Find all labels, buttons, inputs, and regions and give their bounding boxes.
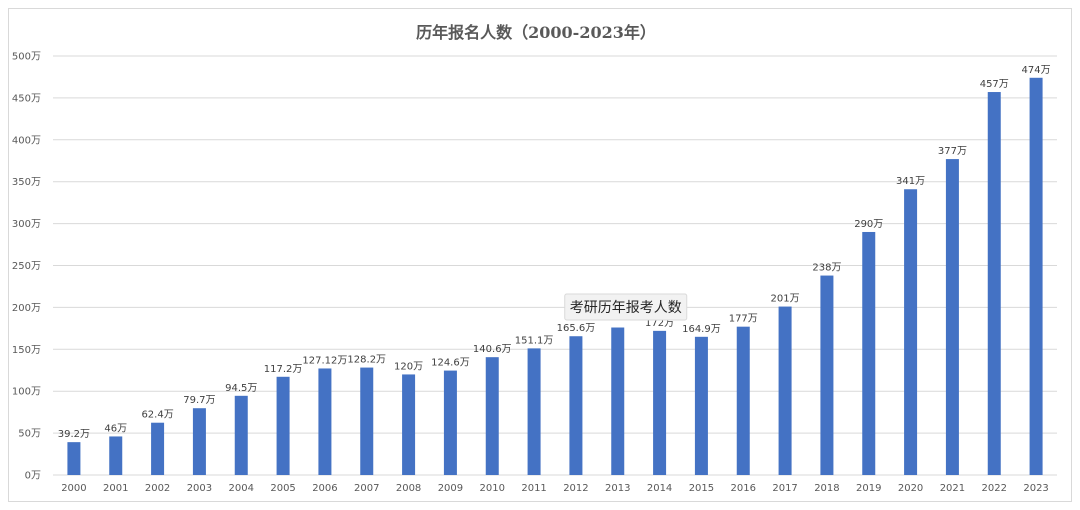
data-label: 164.9万 xyxy=(682,324,721,335)
x-tick-label: 2012 xyxy=(563,483,588,494)
data-label: 177万 xyxy=(729,314,758,325)
y-tick-label: 0万 xyxy=(25,471,41,482)
bar xyxy=(1029,77,1043,476)
bar xyxy=(318,368,332,475)
y-tick-label: 200万 xyxy=(12,303,41,314)
bar xyxy=(778,306,792,475)
x-tick-label: 2001 xyxy=(103,483,128,494)
x-tick-label: 2022 xyxy=(982,483,1007,494)
data-label: 151.1万 xyxy=(515,335,554,346)
y-tick-label: 50万 xyxy=(18,429,41,440)
tooltip-text: 考研历年报考人数 xyxy=(570,300,682,316)
data-label: 128.2万 xyxy=(347,355,386,366)
bar xyxy=(904,189,918,475)
bar xyxy=(820,275,834,475)
x-tick-label: 2009 xyxy=(438,483,463,494)
data-label: 172万 xyxy=(645,318,674,329)
bar xyxy=(192,408,206,475)
gridlines xyxy=(53,55,1057,476)
bar xyxy=(945,159,959,475)
x-tick-label: 2023 xyxy=(1023,483,1048,494)
x-tick-label: 2013 xyxy=(605,483,630,494)
x-tick-label: 2002 xyxy=(145,483,170,494)
x-tick-label: 2018 xyxy=(814,483,839,494)
x-tick-label: 2017 xyxy=(772,483,797,494)
data-label: 39.2万 xyxy=(58,429,90,440)
x-tick-label: 2016 xyxy=(731,483,756,494)
data-label: 201万 xyxy=(771,294,800,305)
chart-frame: 历年报名人数（2000-2023年） 0万 50万 100万 150万 200万 250万… xyxy=(8,8,1072,502)
bar xyxy=(653,330,667,475)
bar xyxy=(276,376,290,475)
x-tick-label: 2000 xyxy=(61,483,86,494)
y-tick-label: 350万 xyxy=(12,177,41,188)
y-axis-tick-labels: 0万 50万 100万 150万 200万 250万 300万 350万 400万 450万 500… xyxy=(12,52,41,482)
bar xyxy=(151,422,165,475)
bar xyxy=(527,348,541,475)
data-label: 127.12万 xyxy=(302,355,347,366)
bar xyxy=(485,357,499,475)
data-label: 474万 xyxy=(1022,65,1051,76)
x-tick-label: 2015 xyxy=(689,483,714,494)
data-label: 165.6万 xyxy=(557,323,596,334)
bar xyxy=(360,367,374,475)
y-tick-label: 250万 xyxy=(12,261,41,272)
x-tick-label: 2008 xyxy=(396,483,421,494)
bar xyxy=(611,327,625,475)
x-tick-label: 2021 xyxy=(940,483,965,494)
y-tick-label: 100万 xyxy=(12,387,41,398)
bar xyxy=(443,370,457,475)
x-tick-label: 2005 xyxy=(270,483,295,494)
bar xyxy=(736,326,750,475)
bar xyxy=(862,231,876,475)
tooltip-box xyxy=(564,293,688,321)
x-tick-label: 2006 xyxy=(312,483,337,494)
y-tick-label: 450万 xyxy=(12,93,41,104)
data-label: 62.4万 xyxy=(141,410,173,421)
bar xyxy=(987,92,1001,475)
y-tick-label: 300万 xyxy=(12,219,41,230)
data-label: 341万 xyxy=(896,176,925,187)
bar xyxy=(67,442,81,475)
bar xyxy=(694,336,708,475)
y-tick-label: 150万 xyxy=(12,345,41,356)
chart-title: 历年报名人数（2000-2023年） xyxy=(416,23,656,42)
bar xyxy=(402,374,416,475)
data-label: 46万 xyxy=(104,423,127,434)
y-tick-label: 500万 xyxy=(12,52,41,63)
data-label: 457万 xyxy=(980,79,1009,90)
bar xyxy=(234,395,248,475)
x-tick-label: 2019 xyxy=(856,483,881,494)
bars xyxy=(67,77,1043,476)
data-label: 79.7万 xyxy=(183,395,215,406)
data-label: 140.6万 xyxy=(473,344,512,355)
x-tick-label: 2010 xyxy=(480,483,505,494)
x-tick-label: 2011 xyxy=(521,483,546,494)
data-label: 124.6万 xyxy=(431,358,470,369)
data-label: 290万 xyxy=(854,219,883,230)
bar-chart: 历年报名人数（2000-2023年） 0万 50万 100万 150万 200万 250万… xyxy=(12,23,1057,494)
x-tick-label: 2014 xyxy=(647,483,672,494)
bar xyxy=(569,336,583,475)
x-axis-tick-labels: 2000 2001 2002 2003 2004 2005 2006 2007 2008 2009… xyxy=(61,483,1049,494)
data-label: 238万 xyxy=(812,263,841,274)
y-tick-label: 400万 xyxy=(12,135,41,146)
data-label: 94.5万 xyxy=(225,383,257,394)
data-label: 117.2万 xyxy=(264,364,303,375)
bar xyxy=(109,436,123,475)
x-tick-label: 2020 xyxy=(898,483,923,494)
x-tick-label: 2007 xyxy=(354,483,379,494)
x-tick-label: 2004 xyxy=(229,483,254,494)
x-tick-label: 2003 xyxy=(187,483,212,494)
data-label: 377万 xyxy=(938,146,967,157)
data-label: 120万 xyxy=(394,361,423,372)
tooltip: 考研历年报考人数 xyxy=(564,293,688,321)
